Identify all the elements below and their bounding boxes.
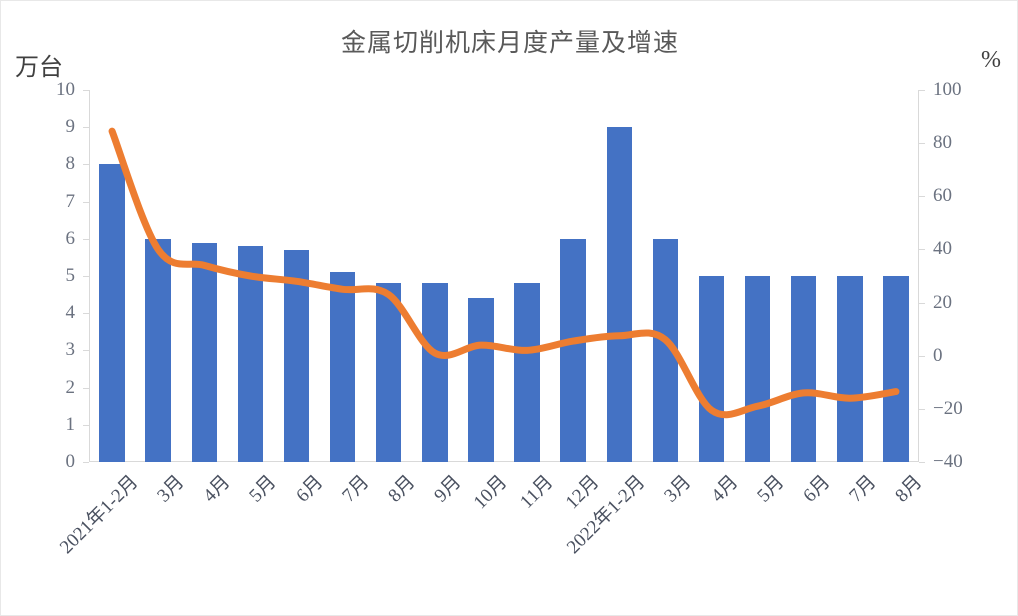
left-tick-label-7: 7: [65, 190, 76, 212]
right-tick-label--40: −40: [933, 451, 963, 472]
left-tick-8: [83, 164, 89, 166]
x-label-13: 4月: [706, 471, 742, 507]
chart-title: 金属切削机床月度产量及增速: [340, 30, 679, 57]
bar-17: [883, 276, 909, 462]
plot-area: [83, 90, 925, 463]
x-label-4: 6月: [291, 471, 327, 507]
left-tick-4: [83, 313, 89, 315]
left-tick-label-2: 2: [65, 376, 76, 398]
x-label-9: 11月: [516, 471, 558, 513]
left-tick-2: [83, 387, 89, 389]
right-tick-label-0: 0: [933, 344, 943, 366]
x-label-12: 3月: [660, 471, 696, 507]
right-tick-label-60: 60: [933, 185, 952, 207]
bar-7: [422, 283, 448, 462]
bar-3: [237, 246, 264, 462]
left-tick-label-10: 10: [56, 79, 75, 100]
left-tick-label-1: 1: [65, 413, 76, 435]
right-tick-label-20: 20: [933, 291, 952, 313]
x-label-8: 10月: [469, 471, 512, 514]
right-tick-label-100: 100: [933, 79, 962, 100]
x-label-7: 9月: [430, 471, 466, 507]
right-tick--20: [919, 408, 925, 410]
bar-9: [514, 283, 540, 462]
left-tick-label-4: 4: [65, 302, 76, 324]
x-axis-tick-labels: 2021年1-2月 3月 4月 5月 6月 7月 8月 9月 10月 11月 12月 2022年1-2…: [56, 462, 926, 612]
bar-0: [99, 164, 125, 462]
left-tick-3: [83, 350, 89, 352]
left-tick-9: [83, 127, 89, 129]
right-tick-label-80: 80: [933, 132, 952, 154]
growth-rate-line: [108, 127, 900, 419]
bar-6: [376, 283, 402, 462]
bar-5: [329, 272, 356, 462]
bar-11: [606, 127, 632, 462]
left-tick-label-3: 3: [65, 339, 76, 361]
left-tick-label-5: 5: [65, 265, 76, 286]
right-tick-label-40: 40: [933, 238, 952, 260]
left-tick-label-0: 0: [65, 451, 76, 472]
x-label-1: 3月: [153, 471, 189, 507]
bar-15: [791, 276, 817, 462]
bar-2: [191, 242, 217, 462]
bottom-axis-line: [89, 461, 919, 462]
right-tick-label--20: −20: [933, 397, 963, 419]
bar-16: [837, 276, 863, 462]
left-tick-6: [83, 238, 89, 240]
right-tick-40: [919, 249, 925, 251]
left-tick-label-6: 6: [65, 227, 76, 249]
left-tick-0: [83, 462, 89, 463]
x-label-14: 5月: [752, 471, 788, 507]
bar-13: [698, 276, 725, 462]
x-label-6: 8月: [384, 471, 420, 507]
x-label-3: 5月: [245, 471, 281, 507]
x-label-16: 7月: [845, 471, 881, 507]
right-tick-100: [919, 90, 925, 91]
bar-series-layer: [89, 90, 919, 462]
left-tick-7: [83, 201, 89, 203]
x-label-17: 8月: [891, 471, 927, 507]
right-tick--40: [919, 462, 925, 463]
right-axis-unit-label: %: [981, 47, 1001, 73]
left-axis-unit-label: 万台: [15, 55, 63, 81]
x-label-2: 4月: [199, 471, 235, 507]
right-tick-0: [919, 355, 925, 357]
right-axis-line: [918, 90, 919, 462]
right-tick-20: [919, 302, 925, 304]
x-label-5: 7月: [337, 471, 373, 507]
left-tick-label-8: 8: [65, 153, 76, 175]
bar-14: [744, 276, 771, 462]
left-tick-10: [83, 90, 89, 91]
right-tick-80: [919, 143, 925, 145]
bar-8: [468, 298, 494, 462]
left-axis-line: [89, 90, 90, 462]
left-tick-1: [83, 424, 89, 426]
x-label-0: 2021年1-2月: [55, 471, 143, 559]
bar-1: [145, 238, 171, 462]
line-series-layer: [108, 127, 900, 419]
bar-10: [560, 238, 586, 462]
x-label-15: 6月: [799, 471, 835, 507]
left-tick-5: [83, 276, 89, 277]
right-tick-60: [919, 196, 925, 198]
left-tick-label-9: 9: [65, 116, 76, 138]
